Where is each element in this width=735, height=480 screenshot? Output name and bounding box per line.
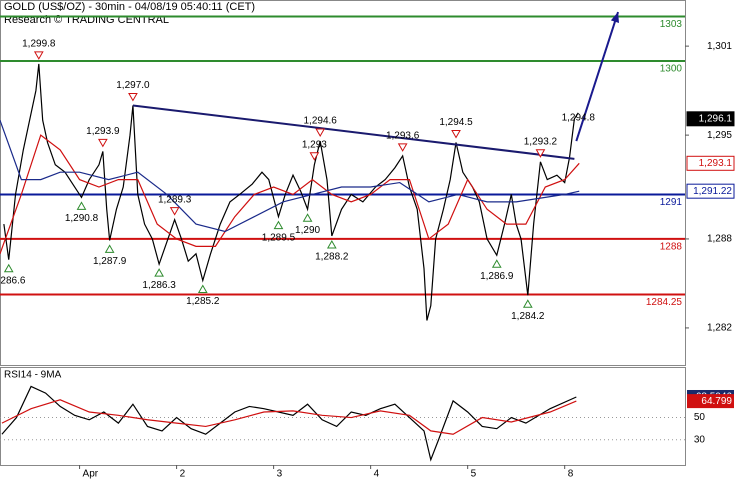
- level-label: 1288: [660, 242, 683, 253]
- low-marker: [197, 284, 208, 293]
- price-tag: [686, 183, 735, 199]
- high-marker: [97, 138, 108, 148]
- low-label: 1,290.8: [65, 213, 99, 224]
- low-marker: [3, 263, 14, 273]
- low-label: 1,286.6: [0, 275, 26, 286]
- chart-title: GOLD (US$/OZ) - 30min - 04/08/19 05:40:1…: [4, 1, 255, 13]
- low-marker: [491, 259, 502, 268]
- x-tick-label: 3: [277, 469, 283, 480]
- series-ma-fast: [0, 134, 580, 254]
- low-label: 1,284.2: [511, 311, 545, 322]
- high-label: 1,294.5: [439, 117, 473, 128]
- low-marker: [104, 244, 115, 253]
- high-label: 1,297.0: [116, 80, 150, 91]
- price-label: 1,294.8: [562, 113, 596, 124]
- low-marker: [273, 220, 284, 230]
- trendline: [132, 104, 575, 160]
- y-tick-label: 1,288: [707, 234, 732, 245]
- low-label: 1,290: [295, 225, 320, 236]
- series-price: [3, 63, 579, 321]
- high-marker: [128, 92, 138, 102]
- high-marker: [33, 51, 44, 60]
- indicator-rsi: [1, 385, 577, 462]
- high-marker: [451, 130, 461, 139]
- arrow: [575, 11, 620, 142]
- x-tick-label: 2: [180, 469, 186, 480]
- level-label: 1303: [660, 19, 683, 30]
- indicator-tick-label: 30: [694, 434, 706, 445]
- high-label: 1,293: [302, 139, 327, 150]
- x-tick-label: 5: [471, 469, 477, 480]
- high-marker: [169, 207, 180, 216]
- price-panel: [0, 0, 686, 366]
- y-tick-label: 1,301: [707, 41, 732, 52]
- series-ma-slow: [0, 120, 580, 233]
- low-marker: [302, 213, 313, 222]
- low-label: 1,287.9: [93, 256, 127, 267]
- low-marker: [522, 299, 533, 308]
- high-marker: [315, 128, 326, 138]
- low-label: 1,289.5: [262, 232, 296, 243]
- y-tick-label: 1,295: [707, 130, 732, 141]
- level-label: 1300: [660, 64, 683, 75]
- high-label: 1,294.6: [303, 116, 337, 127]
- high-label: 1,293.2: [524, 136, 558, 147]
- indicator-title: RSI14 - 9MA: [4, 370, 62, 381]
- y-tick-label: 1,282: [707, 323, 732, 334]
- indicator-rsi-ma: [1, 399, 577, 435]
- level-label: 1284.25: [646, 297, 683, 308]
- high-marker: [397, 143, 408, 152]
- indicator-tag: [687, 394, 734, 409]
- price-tag: [686, 111, 735, 127]
- high-label: 1,299.8: [22, 39, 56, 50]
- level-label: 1291: [660, 197, 683, 208]
- low-label: 1,288.2: [315, 252, 349, 263]
- high-label: 1,293.9: [86, 126, 120, 137]
- price-tag-label: 1,296.1: [699, 113, 733, 124]
- price-tag: [686, 155, 735, 171]
- low-label: 1,285.2: [186, 296, 220, 307]
- x-tick-label: 4: [374, 469, 380, 480]
- high-marker: [535, 149, 546, 158]
- low-marker: [326, 239, 337, 249]
- arrow-head: [610, 12, 620, 23]
- low-label: 1,286.3: [142, 280, 176, 291]
- indicator-tag-label: 64.799: [701, 396, 732, 407]
- indicator-tick-label: 50: [694, 412, 706, 423]
- high-marker: [309, 152, 320, 161]
- low-marker: [76, 201, 87, 210]
- low-label: 1,286.9: [480, 271, 514, 282]
- high-label: 1,289.3: [158, 194, 192, 205]
- price-tag-label: 1,291.22: [693, 186, 732, 197]
- x-tick-label: Apr: [83, 469, 99, 480]
- x-tick-label: 8: [568, 469, 574, 480]
- price-tag-label: 1,293.1: [699, 158, 733, 169]
- high-label: 1,293.6: [386, 131, 420, 142]
- low-marker: [154, 268, 164, 277]
